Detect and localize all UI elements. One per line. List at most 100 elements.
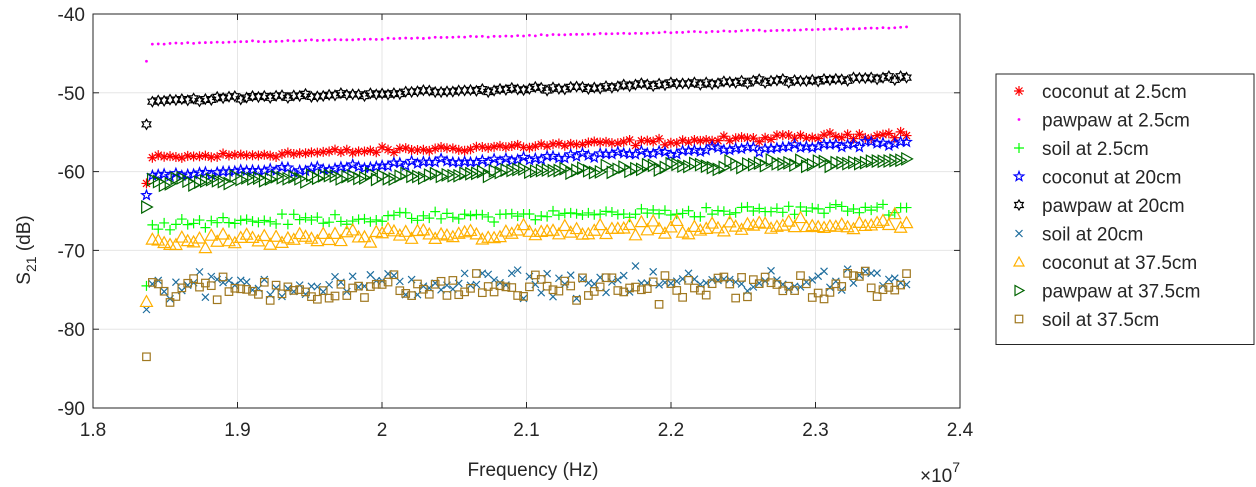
- data-point: [742, 77, 753, 90]
- data-point: [153, 224, 164, 235]
- data-point: [522, 34, 525, 38]
- data-point: [831, 279, 841, 289]
- data-point: [787, 219, 802, 233]
- data-point: [475, 231, 490, 245]
- data-point: [836, 73, 848, 86]
- data-point: [305, 161, 318, 174]
- legend-label: pawpaw at 2.5cm: [1042, 111, 1190, 132]
- data-point: [705, 216, 720, 229]
- data-point: [501, 282, 511, 292]
- data-point: [777, 130, 788, 141]
- data-point: [690, 283, 699, 293]
- data-point: [687, 219, 702, 232]
- data-point: [781, 28, 785, 32]
- data-point: [754, 203, 765, 214]
- data-point: [710, 30, 714, 33]
- data-point: [572, 296, 581, 305]
- data-point: [200, 222, 211, 233]
- data-point: [354, 281, 363, 291]
- data-point: [530, 141, 541, 152]
- data-point: [863, 26, 867, 30]
- data-point: [482, 85, 494, 99]
- data-point: [896, 278, 905, 287]
- data-point: [194, 151, 205, 162]
- data-point: [206, 152, 217, 163]
- data-point: [828, 27, 832, 31]
- data-point: [381, 221, 396, 235]
- data-point: [236, 284, 246, 294]
- data-point: [235, 93, 247, 106]
- x-tick-labels: 1.8 1.9 2 2.1 2.2 2.3 2.4: [80, 420, 974, 441]
- data-point: [441, 208, 452, 219]
- data-series: [139, 25, 914, 362]
- data-point: [757, 28, 761, 32]
- data-point: [324, 146, 335, 157]
- data-point: [274, 39, 278, 43]
- data-point: [198, 165, 212, 178]
- data-point: [772, 280, 782, 289]
- data-point: [801, 206, 812, 217]
- data-point: [801, 133, 812, 144]
- data-point: [710, 220, 726, 234]
- data-point: [471, 84, 482, 97]
- data-point: [507, 283, 517, 292]
- data-point: [834, 27, 838, 30]
- data-point: [872, 202, 883, 213]
- data-point: [713, 273, 723, 283]
- data-point: [182, 94, 194, 107]
- data-point: [701, 134, 712, 145]
- legend-item: soil at 37.5cm: [1014, 310, 1159, 331]
- data-point: [840, 219, 855, 233]
- data-point: [764, 141, 778, 155]
- data-point: [793, 210, 808, 224]
- data-point: [873, 269, 881, 277]
- data-point: [606, 206, 617, 217]
- data-point: [881, 217, 896, 231]
- data-point: [830, 199, 841, 210]
- data-point: [242, 285, 251, 294]
- data-point: [142, 352, 151, 362]
- data-point: [746, 28, 749, 32]
- data-point: [730, 76, 742, 89]
- data-point: [781, 214, 796, 227]
- data-point: [466, 283, 475, 293]
- data-point: [736, 132, 747, 143]
- data-point: [675, 225, 690, 238]
- y-label-main: S: [14, 272, 35, 285]
- data-point: [211, 90, 223, 104]
- x-axis-exponent: ×107: [920, 459, 960, 487]
- data-point: [159, 151, 170, 162]
- data-point: [329, 89, 341, 102]
- data-point: [611, 145, 625, 158]
- legend-item: coconut at 20cm: [1012, 168, 1181, 189]
- data-point: [545, 223, 561, 236]
- data-point: [701, 202, 712, 213]
- data-point: [771, 74, 783, 87]
- data-point: [790, 286, 799, 295]
- data-point: [788, 137, 801, 151]
- data-point: [316, 162, 330, 175]
- data-point: [581, 226, 596, 240]
- data-point: [206, 281, 216, 291]
- data-point: [206, 215, 217, 226]
- data-point: [783, 130, 794, 141]
- data-point: [452, 156, 466, 169]
- data-point: [247, 216, 258, 227]
- data-point: [357, 37, 360, 41]
- data-point: [900, 135, 913, 148]
- data-point: [304, 231, 319, 244]
- data-point: [759, 76, 771, 89]
- data-point: [640, 222, 655, 236]
- data-point: [282, 91, 294, 104]
- data-point: [625, 283, 634, 293]
- data-point: [634, 214, 649, 228]
- data-point: [630, 78, 641, 91]
- data-point: [683, 205, 694, 216]
- data-point: [227, 40, 231, 44]
- data-point: [747, 74, 759, 87]
- data-point: [253, 150, 264, 161]
- data-point: [657, 31, 661, 35]
- data-point: [800, 74, 812, 88]
- data-point: [528, 227, 543, 241]
- data-point: [158, 94, 170, 107]
